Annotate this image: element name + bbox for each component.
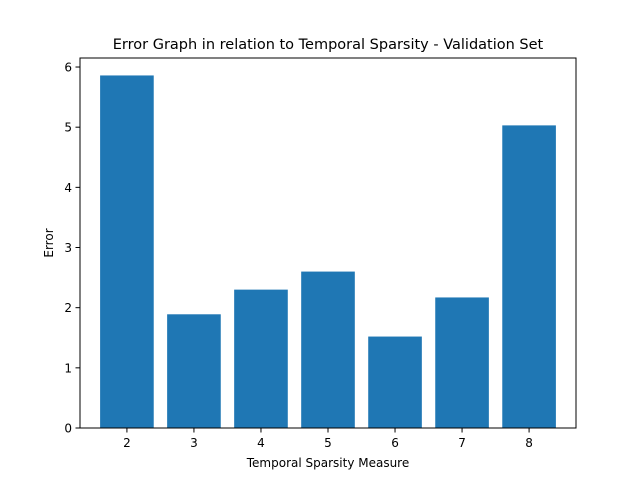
bar-8 — [502, 125, 556, 428]
bar-3 — [167, 314, 221, 428]
y-axis-ticks: 0 1 2 3 4 5 6 — [64, 61, 80, 436]
bar-2 — [100, 75, 154, 429]
y-tick-label: 6 — [64, 61, 72, 75]
x-tick-label: 5 — [324, 436, 332, 450]
x-tick-label: 2 — [123, 436, 131, 450]
y-tick-label: 3 — [64, 241, 72, 255]
bar-7 — [435, 297, 489, 428]
x-tick-label: 4 — [257, 436, 265, 450]
y-tick-label: 4 — [64, 181, 72, 195]
y-tick-label: 0 — [64, 422, 72, 436]
y-tick-label: 5 — [64, 121, 72, 135]
y-axis-label: Error — [42, 228, 56, 257]
x-axis-label: Temporal Sparsity Measure — [246, 456, 410, 470]
plot-frame — [79, 57, 577, 429]
y-tick-label: 1 — [64, 361, 72, 375]
chart-title: Error Graph in relation to Temporal Spar… — [113, 37, 544, 53]
bars-group — [100, 75, 556, 429]
bar-4 — [234, 289, 288, 428]
x-tick-label: 7 — [458, 436, 466, 450]
y-tick-label: 2 — [64, 301, 72, 315]
bar-5 — [301, 271, 355, 428]
bar-6 — [368, 336, 422, 428]
x-tick-label: 8 — [525, 436, 533, 450]
x-tick-label: 3 — [190, 436, 198, 450]
x-tick-label: 6 — [391, 436, 399, 450]
x-axis-ticks: 2 3 4 5 6 7 8 — [123, 428, 533, 450]
